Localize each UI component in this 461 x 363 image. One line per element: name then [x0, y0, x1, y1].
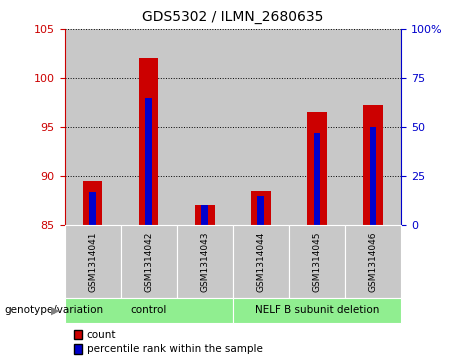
Bar — [83, 181, 102, 225]
Bar — [363, 105, 383, 225]
Bar — [145, 98, 152, 225]
Bar — [258, 196, 264, 225]
Text: control: control — [130, 305, 167, 315]
Bar — [289, 29, 345, 225]
Text: GSM1314045: GSM1314045 — [313, 231, 321, 291]
Title: GDS5302 / ILMN_2680635: GDS5302 / ILMN_2680635 — [142, 10, 324, 24]
Text: GSM1314041: GSM1314041 — [88, 231, 97, 291]
Text: percentile rank within the sample: percentile rank within the sample — [87, 344, 263, 354]
Bar — [89, 192, 96, 225]
Bar — [195, 205, 214, 225]
Text: ▶: ▶ — [51, 305, 59, 315]
Text: NELF B subunit deletion: NELF B subunit deletion — [255, 305, 379, 315]
Bar — [307, 113, 327, 225]
Bar — [345, 29, 401, 225]
Bar — [201, 205, 208, 225]
Text: genotype/variation: genotype/variation — [5, 305, 104, 315]
Bar — [65, 29, 121, 225]
Bar — [121, 29, 177, 225]
Text: count: count — [87, 330, 116, 339]
Text: GSM1314042: GSM1314042 — [144, 231, 153, 291]
Bar — [139, 58, 159, 225]
Text: GSM1314043: GSM1314043 — [200, 231, 209, 291]
Bar — [177, 29, 233, 225]
Text: GSM1314046: GSM1314046 — [368, 231, 378, 291]
Bar — [251, 191, 271, 225]
Bar — [313, 133, 320, 225]
Bar — [233, 29, 289, 225]
Text: GSM1314044: GSM1314044 — [256, 231, 266, 291]
Bar — [370, 127, 376, 225]
